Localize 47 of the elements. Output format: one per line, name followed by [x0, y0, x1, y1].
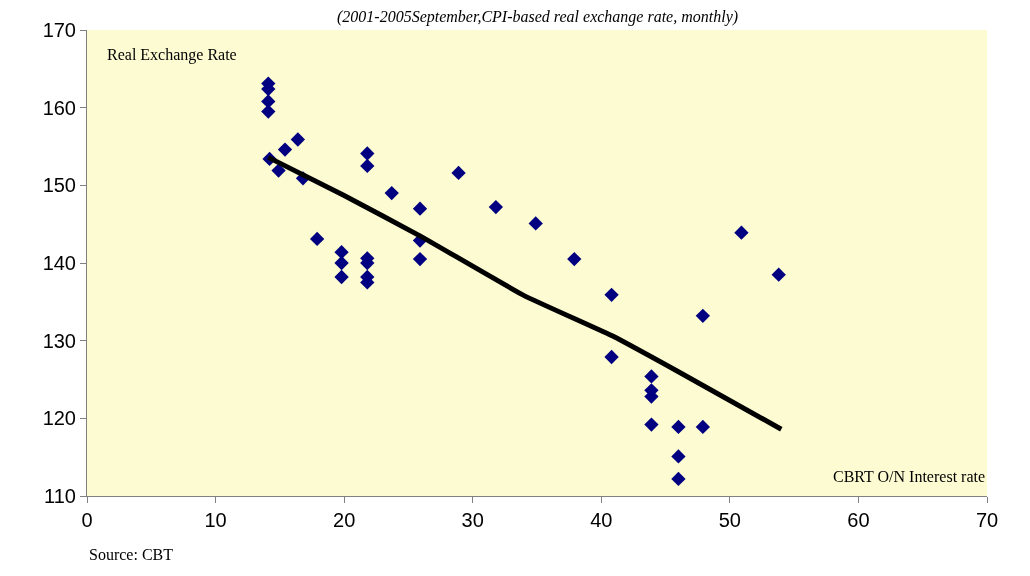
point [671, 471, 686, 487]
y-tick-label: 130 [42, 329, 76, 352]
x-tick-label: 0 [81, 509, 93, 531]
x-tick-label: 40 [590, 509, 613, 531]
point [734, 225, 749, 240]
y-axis-title: Real Exchange Rate [107, 46, 237, 64]
point [277, 142, 293, 157]
point [271, 163, 286, 178]
point [360, 146, 375, 161]
y-tick-label: 150 [42, 174, 76, 197]
x-tick-label: 50 [718, 509, 741, 531]
point [695, 419, 711, 435]
source-note: Source: CBT [89, 546, 174, 563]
chart-subtitle: (2001-2005September,CPI-based real exchange rate, monthly) [337, 8, 739, 26]
y-tick-label: 110 [44, 485, 76, 507]
point [334, 255, 349, 271]
point [671, 449, 686, 464]
y-tick-label: 170 [42, 19, 76, 41]
point [644, 369, 659, 384]
x-tick-label: 60 [847, 509, 870, 531]
point [384, 185, 399, 201]
point [644, 417, 659, 432]
x-axis-title: CBRT O/N Interest rate [833, 468, 986, 485]
point [488, 199, 504, 215]
point [567, 251, 582, 267]
point [451, 165, 466, 181]
point [412, 251, 428, 267]
y-tick-label: 160 [42, 96, 76, 119]
point [290, 132, 306, 147]
point [334, 244, 349, 260]
point [261, 104, 276, 119]
point [604, 287, 619, 302]
y-tick-label: 120 [42, 407, 76, 430]
point [771, 267, 786, 282]
point [360, 158, 375, 174]
y-tick-label: 140 [42, 252, 76, 274]
x-tick-label: 20 [333, 509, 356, 531]
x-tick-label: 70 [975, 509, 999, 531]
point [309, 231, 325, 247]
point [695, 308, 711, 323]
x-tick-label: 10 [204, 509, 227, 531]
point [671, 419, 686, 435]
point [528, 216, 543, 231]
point [334, 269, 349, 285]
point [412, 201, 428, 216]
point [604, 349, 619, 365]
x-tick-label: 30 [461, 509, 484, 531]
